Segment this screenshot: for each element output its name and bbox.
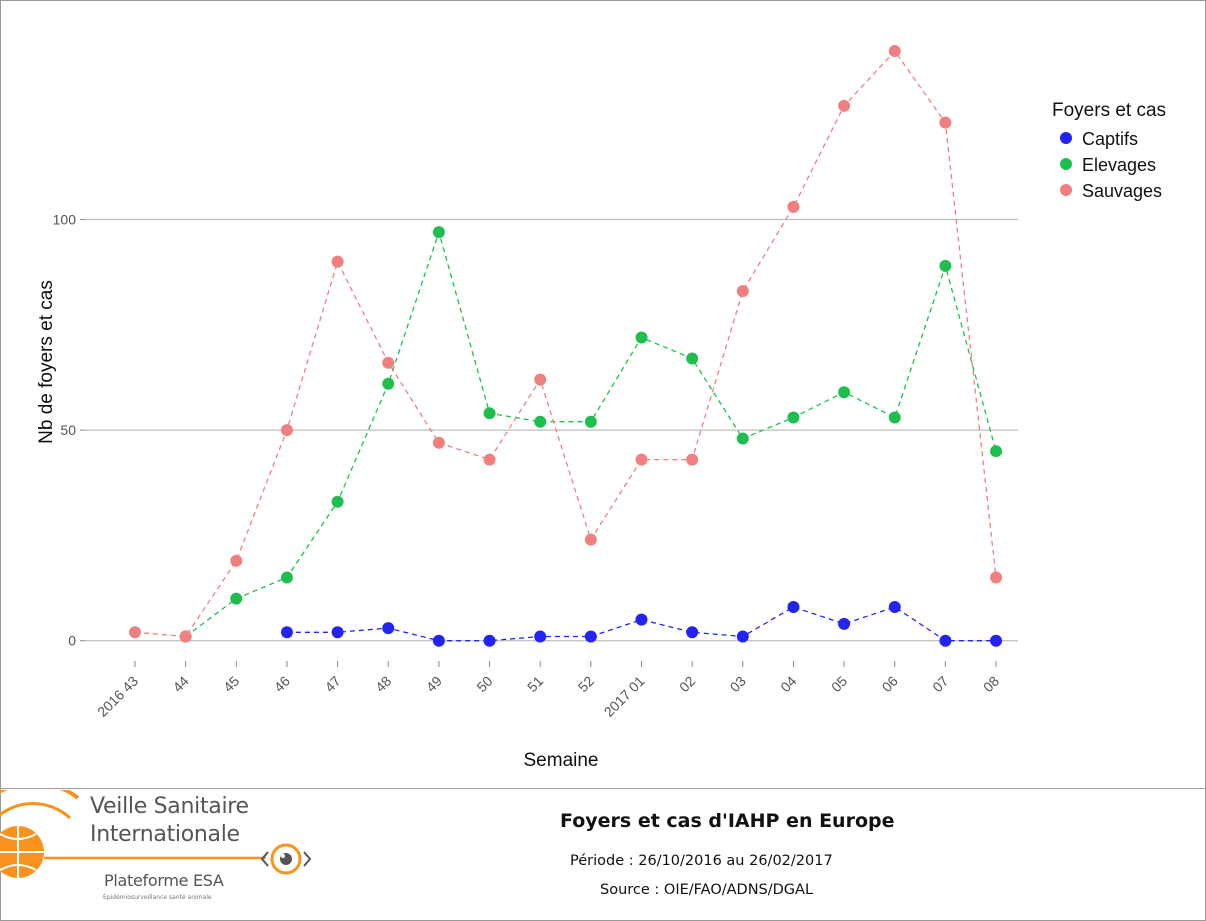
x-tick-label-45: 45 [220,673,242,695]
point-sauvages-07 [939,116,952,129]
point-sauvages-46 [280,424,293,437]
logo [0,790,312,878]
x-tick-label-02: 02 [676,673,698,695]
y-tick-label-100: 100 [53,212,77,228]
point-elevages-08 [990,445,1003,458]
series-line-elevages [185,229,997,638]
x-tick-label-48: 48 [372,673,394,695]
legend-label-elevages: Elevages [1082,155,1156,175]
point-elevages-47 [331,495,344,508]
globe-eye-icon [0,790,312,878]
legend-label-sauvages: Sauvages [1082,181,1162,201]
point-elevages-49 [432,226,445,239]
point-sauvages-48 [382,356,395,369]
point-sauvages-47 [331,255,344,268]
point-sauvages-06 [888,45,901,58]
point-elevages-03 [736,432,749,445]
legend-key-elevages [1060,158,1072,170]
point-captifs-47 [331,626,344,639]
x-tick-label-08: 08 [980,673,1002,695]
y-tick-label-50: 50 [60,422,76,438]
point-sauvages-2017-01 [635,453,648,466]
logo-line3: Plateforme ESA [104,871,224,890]
point-sauvages-45 [230,554,243,567]
series-lines [134,50,997,642]
point-elevages-50 [483,407,496,420]
point-captifs-2017-01 [635,613,648,626]
point-captifs-06 [888,601,901,614]
legend-title: Foyers et cas [1052,100,1166,121]
point-captifs-46 [280,626,293,639]
point-captifs-49 [432,634,445,647]
point-sauvages-2016-43 [129,626,141,639]
point-elevages-2017-01 [635,331,648,344]
x-tick-label-49: 49 [423,673,445,695]
legend-label-captifs: Captifs [1082,129,1138,149]
point-elevages-51 [534,415,547,428]
point-captifs-05 [838,617,851,630]
y-tick-label-0: 0 [68,633,76,649]
x-axis-label: Semaine [524,750,599,771]
x-tick-label-04: 04 [777,673,799,695]
x-tick-label-47: 47 [321,673,343,695]
point-elevages-06 [888,411,901,424]
legend: Foyers et cas Captifs Elevages Sauvages [1052,100,1166,201]
series-points [129,45,1003,647]
x-tick-label-51: 51 [524,673,546,695]
point-captifs-50 [483,634,496,647]
point-captifs-03 [736,630,749,643]
point-elevages-45 [230,592,243,605]
point-sauvages-52 [584,533,597,546]
point-sauvages-03 [736,285,749,298]
y-axis-ticks: 0 50 100 [53,212,85,649]
x-tick-label-05: 05 [828,673,850,695]
legend-key-sauvages [1060,184,1072,196]
point-sauvages-44 [179,630,192,643]
point-sauvages-49 [432,436,445,449]
point-elevages-07 [939,259,952,272]
x-tick-label-50: 50 [473,673,495,695]
x-tick-label-06: 06 [879,673,901,695]
x-tick-label-52: 52 [575,673,597,695]
x-tick-label-46: 46 [271,673,293,695]
logo-line1: Veille Sanitaire [90,794,249,819]
x-axis-ticks: 2016 43 44 45 46 47 48 49 50 51 52 2017 01 02 03 04 05… [94,661,1002,720]
gridlines [85,218,1018,642]
point-elevages-05 [838,386,851,399]
logo-line4: Epidémiosurveillance santé animale [103,894,212,901]
point-captifs-04 [787,601,800,614]
point-captifs-48 [382,622,395,635]
x-tick-label-03: 03 [727,673,749,695]
point-sauvages-04 [787,200,800,213]
point-sauvages-50 [483,453,496,466]
point-elevages-04 [787,411,800,424]
point-captifs-02 [686,626,699,639]
footer-title: Foyers et cas d'IAHP en Europe [560,810,895,832]
point-elevages-02 [686,352,699,365]
x-tick-label-2016-43: 2016 43 [94,673,141,720]
x-tick-label-44: 44 [169,673,191,695]
point-captifs-51 [534,630,547,643]
series-line-sauvages [134,50,997,638]
point-captifs-08 [990,634,1003,647]
point-captifs-52 [584,630,597,643]
x-tick-label-2017-01: 2017 01 [601,673,648,720]
point-elevages-52 [584,415,597,428]
footer-source: Source : OIE/FAO/ADNS/DGAL [600,882,814,898]
point-captifs-07 [939,634,952,647]
legend-key-captifs [1060,132,1072,144]
logo-line2: Internationale [90,822,240,847]
point-sauvages-51 [534,373,547,386]
series-line-captifs [286,606,996,642]
x-tick-label-07: 07 [929,673,951,695]
point-elevages-46 [280,571,293,584]
footer-divider [0,788,1206,789]
point-sauvages-02 [686,453,699,466]
point-elevages-48 [382,377,395,390]
point-sauvages-05 [838,99,851,112]
point-sauvages-08 [990,571,1003,584]
footer-period: Période : 26/10/2016 au 26/02/2017 [570,853,833,869]
y-axis-label: Nb de foyers et cas [36,280,57,444]
